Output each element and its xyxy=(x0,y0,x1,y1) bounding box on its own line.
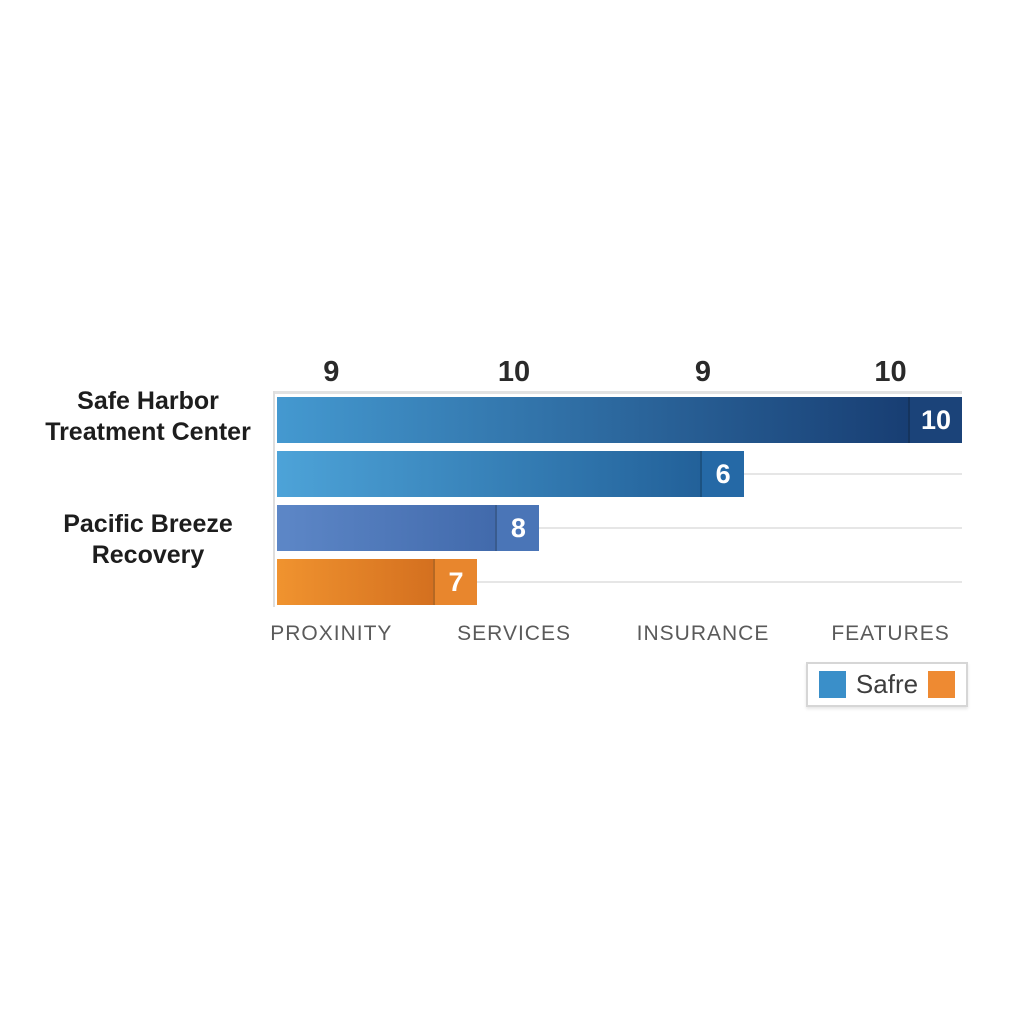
bar-value-chip: 10 xyxy=(908,397,962,443)
bar-row: 10 xyxy=(277,397,962,443)
bar-row: 8 xyxy=(277,505,962,551)
bar: 6 xyxy=(277,451,745,497)
column-header-value: 9 xyxy=(323,356,340,388)
group-label-line: Safe Harbor xyxy=(77,387,219,415)
header-underline xyxy=(275,391,962,394)
column-header-value: 9 xyxy=(694,356,712,388)
bar-value-chip: 6 xyxy=(700,451,745,497)
legend-label: Safre xyxy=(855,669,919,699)
y-axis-line xyxy=(273,391,275,607)
bar-value-chip: 8 xyxy=(495,505,540,551)
group-label-line: Recovery xyxy=(91,541,205,569)
column-header-value: 10 xyxy=(874,356,907,388)
bar: 7 xyxy=(277,559,478,605)
category-label-insurance: INSURANCE xyxy=(636,622,770,645)
row-group-label-safe-harbor: Safe Harbor Treatment Center xyxy=(14,386,282,448)
bar: 10 xyxy=(277,397,962,443)
group-label-line: Treatment Center xyxy=(45,418,251,446)
gridline xyxy=(277,527,962,529)
legend: Safre xyxy=(806,662,968,707)
bar: 8 xyxy=(277,505,540,551)
category-label-services: SERVICES xyxy=(457,622,571,645)
gridline xyxy=(277,581,962,583)
bar-row: 7 xyxy=(277,559,962,605)
group-label-line: Pacific Breeze xyxy=(63,510,233,538)
bar-value-chip: 7 xyxy=(433,559,478,605)
column-header-value: 10 xyxy=(497,356,531,388)
bars-container: 10 6 8 7 xyxy=(277,397,962,613)
category-label-features: FEATURES xyxy=(831,622,950,645)
bar-row: 6 xyxy=(277,451,962,497)
legend-swatch-orange xyxy=(928,671,955,698)
plot-header-row: 9 10 9 10 xyxy=(275,356,962,656)
legend-swatch-blue xyxy=(819,671,846,698)
row-group-label-pacific-breeze: Pacific Breeze Recovery xyxy=(14,509,282,571)
category-label-proxinity: PROXINITY xyxy=(270,622,393,645)
